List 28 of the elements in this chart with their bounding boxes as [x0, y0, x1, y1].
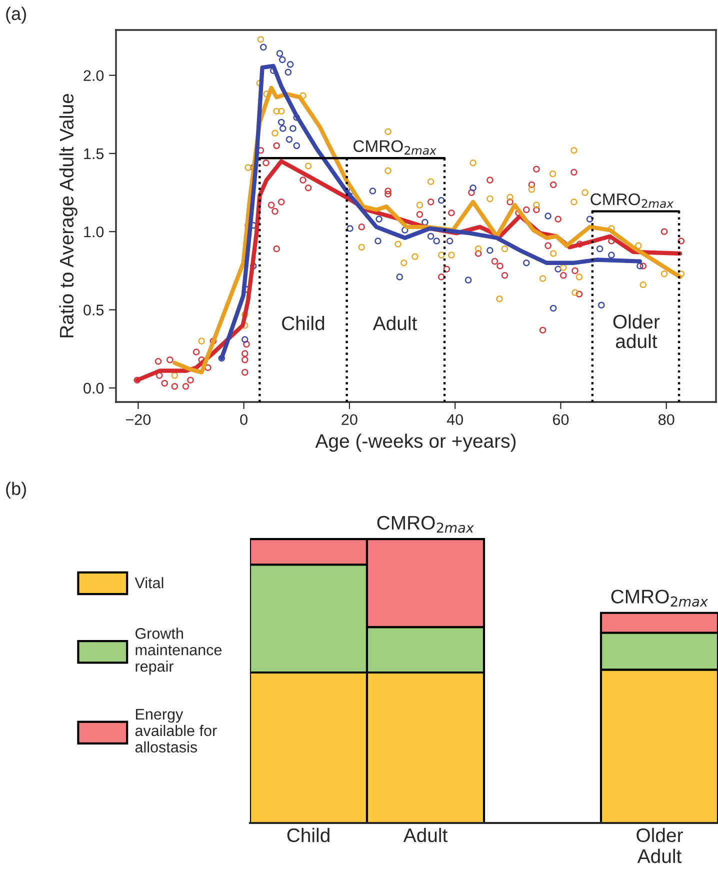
annotation: Older adult [613, 314, 660, 348]
y-axis-title: Ratio to Average Adult Value [59, 94, 78, 338]
y-tick-label: 0.0 [84, 382, 104, 394]
x-tick-label: 20 [342, 414, 358, 426]
legend-label: Vital [134, 577, 164, 588]
legend-label: Growth maintenance repair [136, 628, 222, 675]
legend-label: Energy available for allostasis [135, 708, 217, 753]
x-axis-title: Age (-weeks or +years) [315, 434, 516, 452]
x-tick-label: 80 [658, 414, 674, 426]
x-tick-label: Adult [403, 828, 448, 842]
x-tick-label: 0 [240, 414, 248, 426]
annotation: Adult [372, 316, 418, 330]
y-tick-label: 2.0 [84, 70, 104, 82]
y-tick-label: 1.5 [84, 148, 104, 160]
x-tick-label: 40 [446, 414, 463, 426]
text: (a) [6, 6, 26, 24]
y-tick-label: 0.5 [84, 304, 104, 316]
x-tick-label: −20 [126, 414, 151, 426]
text: (b) [6, 482, 26, 499]
x-tick-label: Child [287, 828, 330, 842]
x-tick-label: Older Adult [636, 828, 683, 864]
x-tick-label: 60 [553, 414, 569, 426]
annotation: CMRO$_{2max}$ [590, 193, 674, 208]
annotation: CMRO$_{2max}$ [611, 590, 708, 607]
annotation: CMRO$_{2max}$ [354, 140, 437, 155]
y-tick-label: 1.0 [84, 226, 104, 238]
annotation: CMRO$_{2max}$ [377, 516, 474, 533]
annotation: Child [282, 316, 324, 330]
